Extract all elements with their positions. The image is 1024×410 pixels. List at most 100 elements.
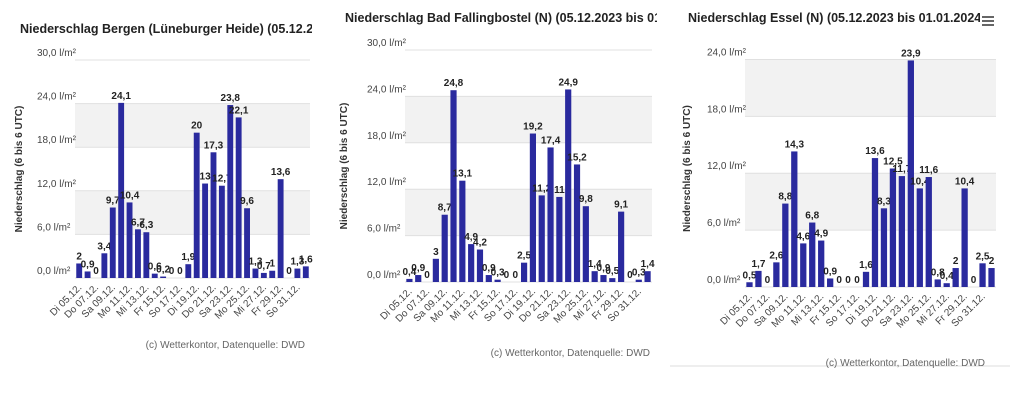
bar xyxy=(269,270,276,278)
data-label: 12,7 xyxy=(212,174,232,185)
bar xyxy=(459,180,466,282)
data-label: 0 xyxy=(836,275,842,286)
bar xyxy=(432,258,439,282)
bar xyxy=(227,105,234,278)
bar xyxy=(126,202,133,278)
bar xyxy=(109,207,116,278)
data-label: 2 xyxy=(76,251,82,262)
data-label: 0 xyxy=(627,270,633,281)
bar xyxy=(818,240,825,287)
bar xyxy=(600,275,607,282)
data-label: 0,2 xyxy=(156,265,170,276)
bar xyxy=(468,244,475,282)
data-label: 13,6 xyxy=(865,146,885,157)
y-tick-label: 0,0 l/m² xyxy=(37,266,71,277)
y-tick-label: 18,0 l/m² xyxy=(707,104,747,115)
bar xyxy=(84,271,91,278)
chart: Niederschlag Essel (N) (05.12.2023 bis 0… xyxy=(682,11,996,369)
data-label: 0,9 xyxy=(597,263,611,274)
data-label: 0 xyxy=(169,266,175,277)
y-axis-label: Niederschlag (6 bis 6 UTC) xyxy=(14,106,25,233)
bar xyxy=(235,117,242,278)
data-label: 19,2 xyxy=(523,122,543,133)
bar xyxy=(485,275,492,282)
chart-title: Niederschlag Essel (N) (05.12.2023 bis 0… xyxy=(688,11,985,25)
data-label: 11,2 xyxy=(532,183,551,194)
data-label: 4,9 xyxy=(464,232,478,243)
bar xyxy=(591,271,598,282)
bar xyxy=(943,283,950,287)
bar xyxy=(827,278,834,287)
data-label: 17,4 xyxy=(541,135,561,146)
bar xyxy=(210,152,217,278)
bar xyxy=(260,272,267,278)
data-label: 1,7 xyxy=(751,259,765,270)
bar xyxy=(538,195,545,282)
data-label: 0,9 xyxy=(81,259,95,270)
bar xyxy=(76,263,83,278)
y-axis-label: Niederschlag (6 bis 6 UTC) xyxy=(339,103,350,230)
data-label: 0 xyxy=(504,270,510,281)
menu-bar xyxy=(982,16,994,18)
data-label: 0,5 xyxy=(605,266,619,277)
data-label: 9,1 xyxy=(614,200,628,211)
bar xyxy=(160,276,167,278)
data-label: 4,9 xyxy=(814,229,828,240)
menu-icon[interactable] xyxy=(982,16,994,26)
data-label: 0,9 xyxy=(411,263,425,274)
bar xyxy=(916,188,923,287)
data-label: 14,3 xyxy=(785,139,805,150)
bar xyxy=(925,177,932,287)
bar xyxy=(302,266,309,278)
y-tick-label: 24,0 l/m² xyxy=(367,84,407,95)
data-label: 13 xyxy=(200,172,212,183)
bar xyxy=(800,243,807,287)
y-tick-label: 6,0 l/m² xyxy=(367,224,401,235)
bar xyxy=(871,158,879,287)
bar xyxy=(406,278,413,282)
bar xyxy=(952,268,959,287)
bar xyxy=(252,268,259,278)
bar xyxy=(582,206,589,282)
bar xyxy=(565,89,572,282)
data-label: 24,1 xyxy=(111,91,131,102)
data-label: 0 xyxy=(971,275,977,286)
y-tick-label: 12,0 l/m² xyxy=(37,179,77,190)
data-label: 6,7 xyxy=(131,217,145,228)
data-label: 0 xyxy=(845,275,851,286)
bar xyxy=(791,151,798,287)
data-label: 0,4 xyxy=(940,271,954,282)
bar xyxy=(143,232,150,278)
bar xyxy=(988,268,995,287)
data-label: 13,1 xyxy=(453,169,473,180)
bar xyxy=(809,222,816,287)
bar xyxy=(476,249,484,282)
data-label: 2 xyxy=(953,256,959,267)
data-label: 10,4 xyxy=(955,176,975,187)
data-label: 0,5 xyxy=(743,270,757,281)
data-label: 0 xyxy=(765,275,771,286)
data-label: 9,7 xyxy=(106,196,120,207)
bar xyxy=(151,273,158,278)
bar xyxy=(635,279,642,282)
credit: (c) Wetterkontor, Datenquelle: DWD xyxy=(146,340,305,351)
chart: Niederschlag Bergen (Lüneburger Heide) (… xyxy=(14,22,313,351)
data-label: 0,8 xyxy=(931,267,945,278)
data-label: 1,6 xyxy=(859,260,873,271)
data-label: 2,5 xyxy=(517,251,531,262)
data-label: 1,3 xyxy=(248,257,262,268)
data-label: 0 xyxy=(512,270,518,281)
y-axis-label: Niederschlag (6 bis 6 UTC) xyxy=(682,105,693,232)
bar xyxy=(880,208,888,287)
y-tick-label: 18,0 l/m² xyxy=(367,131,407,142)
y-tick-label: 0,0 l/m² xyxy=(707,275,741,286)
menu-bar xyxy=(982,20,994,22)
bar xyxy=(609,278,616,282)
data-label: 6,3 xyxy=(139,220,153,231)
bar xyxy=(202,183,209,278)
data-label: 4,2 xyxy=(473,238,487,249)
data-label: 22,1 xyxy=(229,105,249,116)
chart-title: Niederschlag Bad Fallingbostel (N) (05.1… xyxy=(345,11,714,25)
data-label: 11,7 xyxy=(892,164,911,175)
